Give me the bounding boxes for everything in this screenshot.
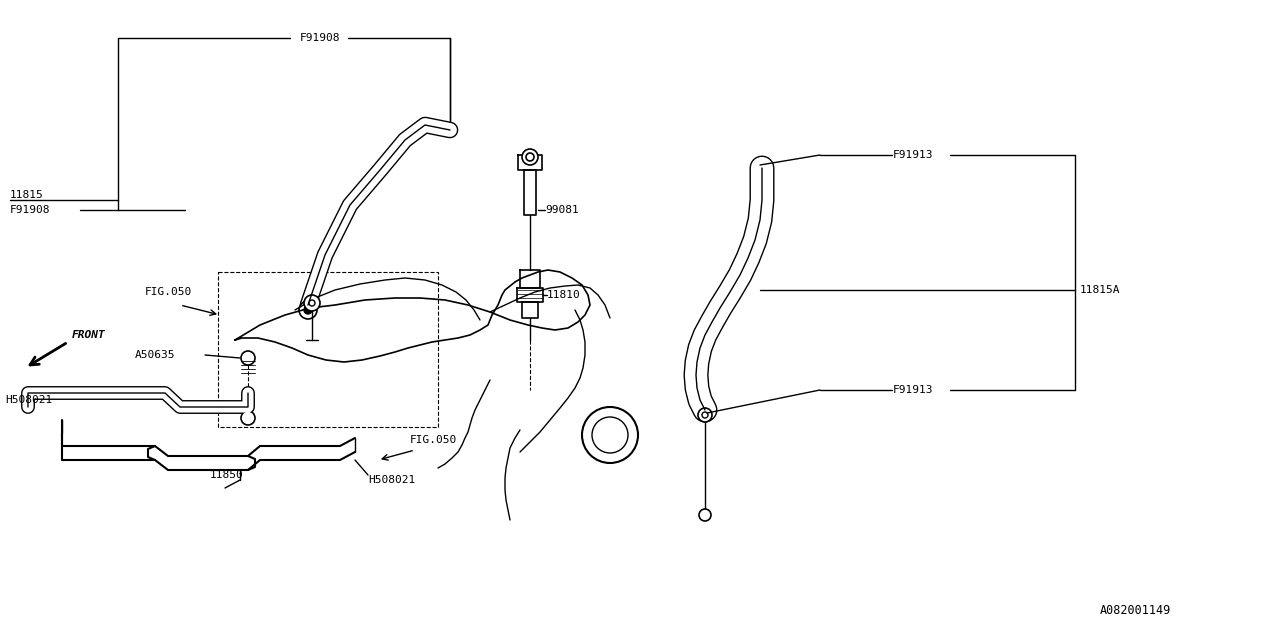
Text: FRONT: FRONT: [72, 330, 106, 340]
Circle shape: [591, 417, 628, 453]
Text: A082001149: A082001149: [1100, 604, 1171, 616]
Text: 11850: 11850: [210, 470, 243, 480]
Circle shape: [241, 351, 255, 365]
Bar: [218, 272, 438, 427]
Circle shape: [300, 301, 317, 319]
Circle shape: [698, 408, 712, 422]
Text: H508021: H508021: [369, 475, 415, 485]
Text: F91908: F91908: [300, 33, 340, 43]
Circle shape: [582, 407, 637, 463]
Text: F91913: F91913: [893, 150, 933, 160]
Text: H508021: H508021: [5, 395, 52, 405]
Text: F91908: F91908: [10, 205, 50, 215]
Circle shape: [305, 295, 320, 311]
Text: F91913: F91913: [893, 385, 933, 395]
Circle shape: [522, 149, 538, 165]
Circle shape: [305, 306, 312, 314]
Text: 11815: 11815: [10, 190, 44, 200]
Circle shape: [241, 411, 255, 425]
Circle shape: [753, 158, 767, 172]
Circle shape: [699, 509, 710, 521]
Text: FIG.050: FIG.050: [410, 435, 457, 445]
Text: 11810: 11810: [547, 290, 581, 300]
Text: 99081: 99081: [545, 205, 579, 215]
Text: A50635: A50635: [134, 350, 175, 360]
Text: FIG.050: FIG.050: [145, 287, 192, 297]
Text: 11815A: 11815A: [1080, 285, 1120, 295]
